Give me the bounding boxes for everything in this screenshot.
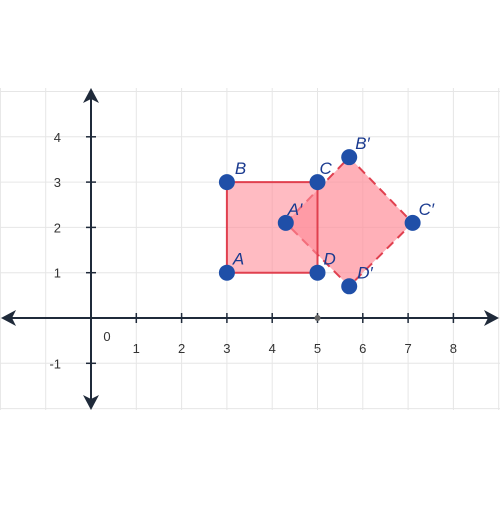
axis-point-marker	[314, 315, 321, 321]
x-tick-label: 1	[133, 341, 140, 356]
x-tick-label: 2	[178, 341, 185, 356]
x-tick-label: 6	[359, 341, 366, 356]
x-tick-label: 0	[103, 329, 110, 344]
y-axis-up-arrow-icon	[83, 88, 99, 103]
original-point-label: C	[320, 159, 333, 178]
y-tick-label: 1	[54, 266, 61, 281]
original-point-2	[309, 174, 326, 191]
points	[218, 149, 421, 295]
image-point-label: D′	[357, 263, 373, 282]
image-point-label: A′	[287, 200, 303, 219]
x-tick-label: 5	[314, 341, 321, 356]
original-point-0	[218, 264, 235, 281]
y-axis-down-arrow-icon	[83, 395, 99, 410]
image-point-label: B′	[355, 134, 370, 153]
x-axis-right-arrow-icon	[484, 310, 499, 326]
axes	[1, 88, 499, 410]
image-point-1	[341, 149, 358, 166]
original-point-3	[309, 264, 326, 281]
image-point-3	[341, 278, 358, 295]
x-tick-label: 3	[223, 341, 230, 356]
x-tick-label: 4	[269, 341, 276, 356]
image-point-2	[404, 214, 421, 231]
point-labels: A B C D A′ B′ C′ D′	[232, 134, 435, 282]
x-tick-label: 8	[450, 341, 457, 356]
ticks: 0 1 2 3 4 5 6 7 8 -1 1 2 3 4	[49, 130, 457, 371]
x-tick-label: 7	[404, 341, 411, 356]
y-tick-label: 3	[54, 175, 61, 190]
original-point-label: D	[324, 250, 336, 269]
y-tick-label: 4	[54, 130, 61, 145]
original-point-label: B	[235, 159, 246, 178]
original-point-label: A	[232, 250, 244, 269]
image-point-0	[277, 214, 294, 231]
original-point-1	[218, 174, 235, 191]
y-tick-label: 2	[54, 220, 61, 235]
x-axis-left-arrow-icon	[1, 310, 16, 326]
y-tick-label: -1	[49, 356, 61, 371]
image-point-label: C′	[419, 200, 435, 219]
